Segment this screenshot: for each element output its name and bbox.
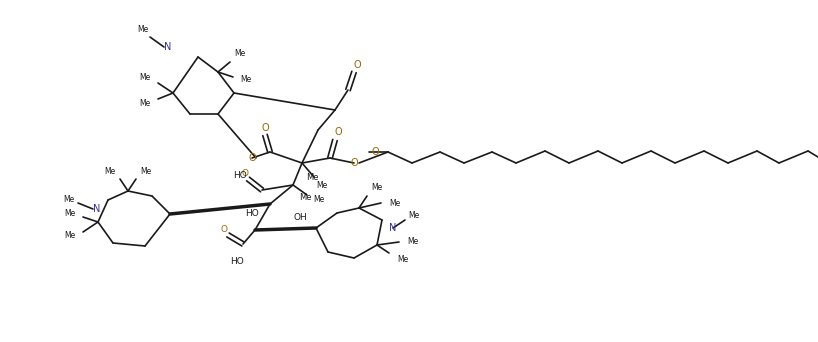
Text: Me: Me <box>63 196 74 205</box>
Text: N: N <box>389 223 397 233</box>
Text: HO: HO <box>245 209 258 218</box>
Text: HO: HO <box>230 256 244 265</box>
Text: Me: Me <box>105 167 115 175</box>
Text: Me: Me <box>306 173 318 183</box>
Text: HO: HO <box>233 171 247 181</box>
Text: Me: Me <box>139 73 151 81</box>
Text: N: N <box>93 204 101 214</box>
Text: Me: Me <box>407 237 419 247</box>
Text: Me: Me <box>139 98 151 107</box>
Text: Me: Me <box>240 76 252 84</box>
Text: O: O <box>350 158 357 168</box>
Text: O: O <box>221 225 227 235</box>
Text: Me: Me <box>235 50 245 58</box>
Text: Me: Me <box>389 198 401 208</box>
Text: O: O <box>261 123 269 133</box>
Text: Me: Me <box>299 194 312 202</box>
Text: O: O <box>353 60 361 70</box>
Text: Me: Me <box>317 181 328 189</box>
Text: Me: Me <box>398 254 409 263</box>
Text: Me: Me <box>313 195 325 203</box>
Text: OH: OH <box>293 213 307 223</box>
Text: Me: Me <box>137 26 149 35</box>
Text: Me: Me <box>141 167 151 175</box>
Text: Me: Me <box>65 232 75 240</box>
Text: O: O <box>248 153 256 163</box>
Text: Me: Me <box>65 210 75 219</box>
Text: O: O <box>335 127 342 137</box>
Text: Me: Me <box>371 184 383 193</box>
Text: Me: Me <box>408 210 420 220</box>
Text: O: O <box>371 147 379 157</box>
Text: N: N <box>164 42 172 52</box>
Text: O: O <box>241 169 249 177</box>
